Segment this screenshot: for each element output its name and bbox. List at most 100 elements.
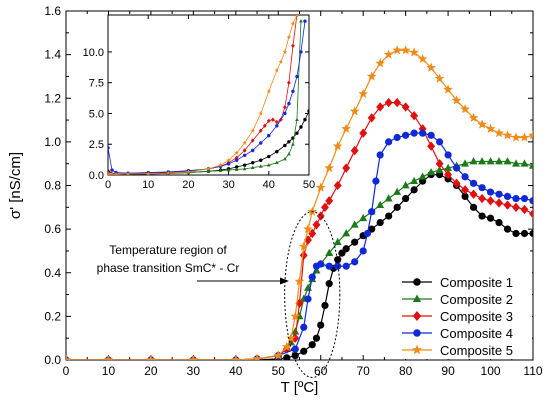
data-point — [342, 163, 351, 173]
data-point — [520, 204, 529, 215]
data-point — [495, 190, 503, 198]
data-point — [478, 212, 486, 220]
data-point — [333, 180, 342, 191]
y-tick-label: 1.2 — [44, 91, 61, 105]
data-point — [427, 131, 435, 139]
inset-data-point — [295, 15, 299, 17]
data-point — [427, 168, 436, 176]
y-tick-label: 1.0 — [44, 135, 61, 149]
inset-data-point — [270, 117, 275, 122]
data-point — [495, 198, 503, 208]
data-point — [393, 203, 401, 211]
data-point — [529, 197, 533, 205]
data-point — [503, 200, 512, 210]
data-point — [512, 202, 520, 212]
inset-data-point — [218, 168, 223, 173]
data-point — [375, 58, 385, 68]
inset-data-point — [287, 140, 291, 144]
data-point — [349, 106, 360, 116]
data-point — [485, 123, 496, 133]
data-point — [321, 301, 329, 310]
inset-data-point — [108, 172, 111, 175]
data-point — [478, 157, 487, 165]
inset-data-point — [299, 125, 303, 129]
data-point — [452, 164, 461, 172]
inset-frame — [107, 14, 310, 176]
data-point — [188, 354, 199, 360]
inset-data-point — [250, 128, 255, 133]
data-point — [324, 163, 335, 173]
data-point — [350, 145, 359, 156]
inset-data-point — [274, 119, 279, 125]
series-line — [66, 132, 533, 360]
inset-data-point — [307, 109, 309, 113]
inset-y-tick-label: 10.0 — [83, 47, 104, 59]
data-point — [495, 218, 503, 227]
data-point — [512, 159, 520, 167]
data-point — [451, 95, 462, 105]
inset-data-point — [234, 167, 239, 171]
inset-data-point — [226, 168, 231, 172]
data-point — [410, 129, 418, 137]
data-point — [385, 212, 393, 220]
inset-data-point — [287, 80, 291, 85]
inset-data-point — [266, 163, 271, 167]
data-point — [512, 229, 520, 238]
data-point — [452, 178, 461, 188]
inset-data-point — [234, 165, 239, 169]
x-axis-label: T [ºC] — [281, 379, 319, 396]
data-point — [341, 123, 351, 133]
inset-data-point — [283, 156, 287, 161]
inset-x-tick-label: 50 — [303, 179, 315, 191]
data-point — [410, 111, 419, 121]
inset-x-tick-label: 10 — [142, 179, 154, 191]
data-point — [417, 53, 428, 64]
data-point — [359, 213, 368, 222]
legend-label: Composite 1 — [440, 275, 513, 290]
inset-series-line — [108, 15, 298, 175]
inset-data-point — [275, 149, 279, 154]
data-point — [435, 165, 444, 174]
inset-data-point — [259, 141, 263, 145]
data-point — [503, 157, 512, 165]
annotation-line-1: Temperature region of — [109, 243, 227, 257]
x-tick-label: 40 — [229, 364, 243, 378]
x-tick-label: 50 — [272, 364, 286, 378]
data-point — [478, 193, 487, 204]
data-point — [426, 62, 436, 72]
annotation-arrow-head — [280, 277, 289, 285]
inset-y-tick-label: 0.0 — [89, 170, 104, 182]
data-point — [469, 189, 478, 199]
inset-y-tick-label: 7.5 — [89, 78, 104, 90]
inset-data-point — [267, 154, 271, 159]
data-point — [511, 132, 521, 142]
y-tick-label: 0.8 — [44, 179, 61, 193]
data-point — [528, 130, 533, 140]
data-point — [401, 181, 410, 189]
data-point — [392, 45, 402, 55]
data-point — [376, 200, 385, 209]
inset-series-layer — [108, 15, 309, 175]
inset-data-point — [218, 162, 223, 168]
series-composite-2 — [66, 157, 533, 360]
data-point — [503, 192, 512, 201]
inset-data-point — [283, 143, 287, 148]
x-tick-label: 30 — [187, 364, 201, 378]
data-point — [103, 354, 114, 360]
inset-data-point — [258, 164, 263, 168]
data-point — [282, 344, 291, 354]
legend-marker — [412, 311, 422, 321]
data-point — [376, 151, 384, 159]
data-point — [325, 262, 333, 270]
data-point — [290, 311, 301, 321]
data-point — [325, 280, 333, 288]
inset-data-point — [206, 166, 211, 171]
inset-data-point — [110, 168, 114, 172]
data-point — [512, 194, 520, 203]
x-tick-label: 60 — [314, 364, 328, 378]
x-tick-label: 80 — [399, 364, 413, 378]
legend-item-composite-1: Composite 1 — [402, 275, 513, 290]
inset-data-point — [251, 160, 255, 165]
inset-data-point — [299, 19, 303, 23]
data-point — [368, 208, 376, 216]
